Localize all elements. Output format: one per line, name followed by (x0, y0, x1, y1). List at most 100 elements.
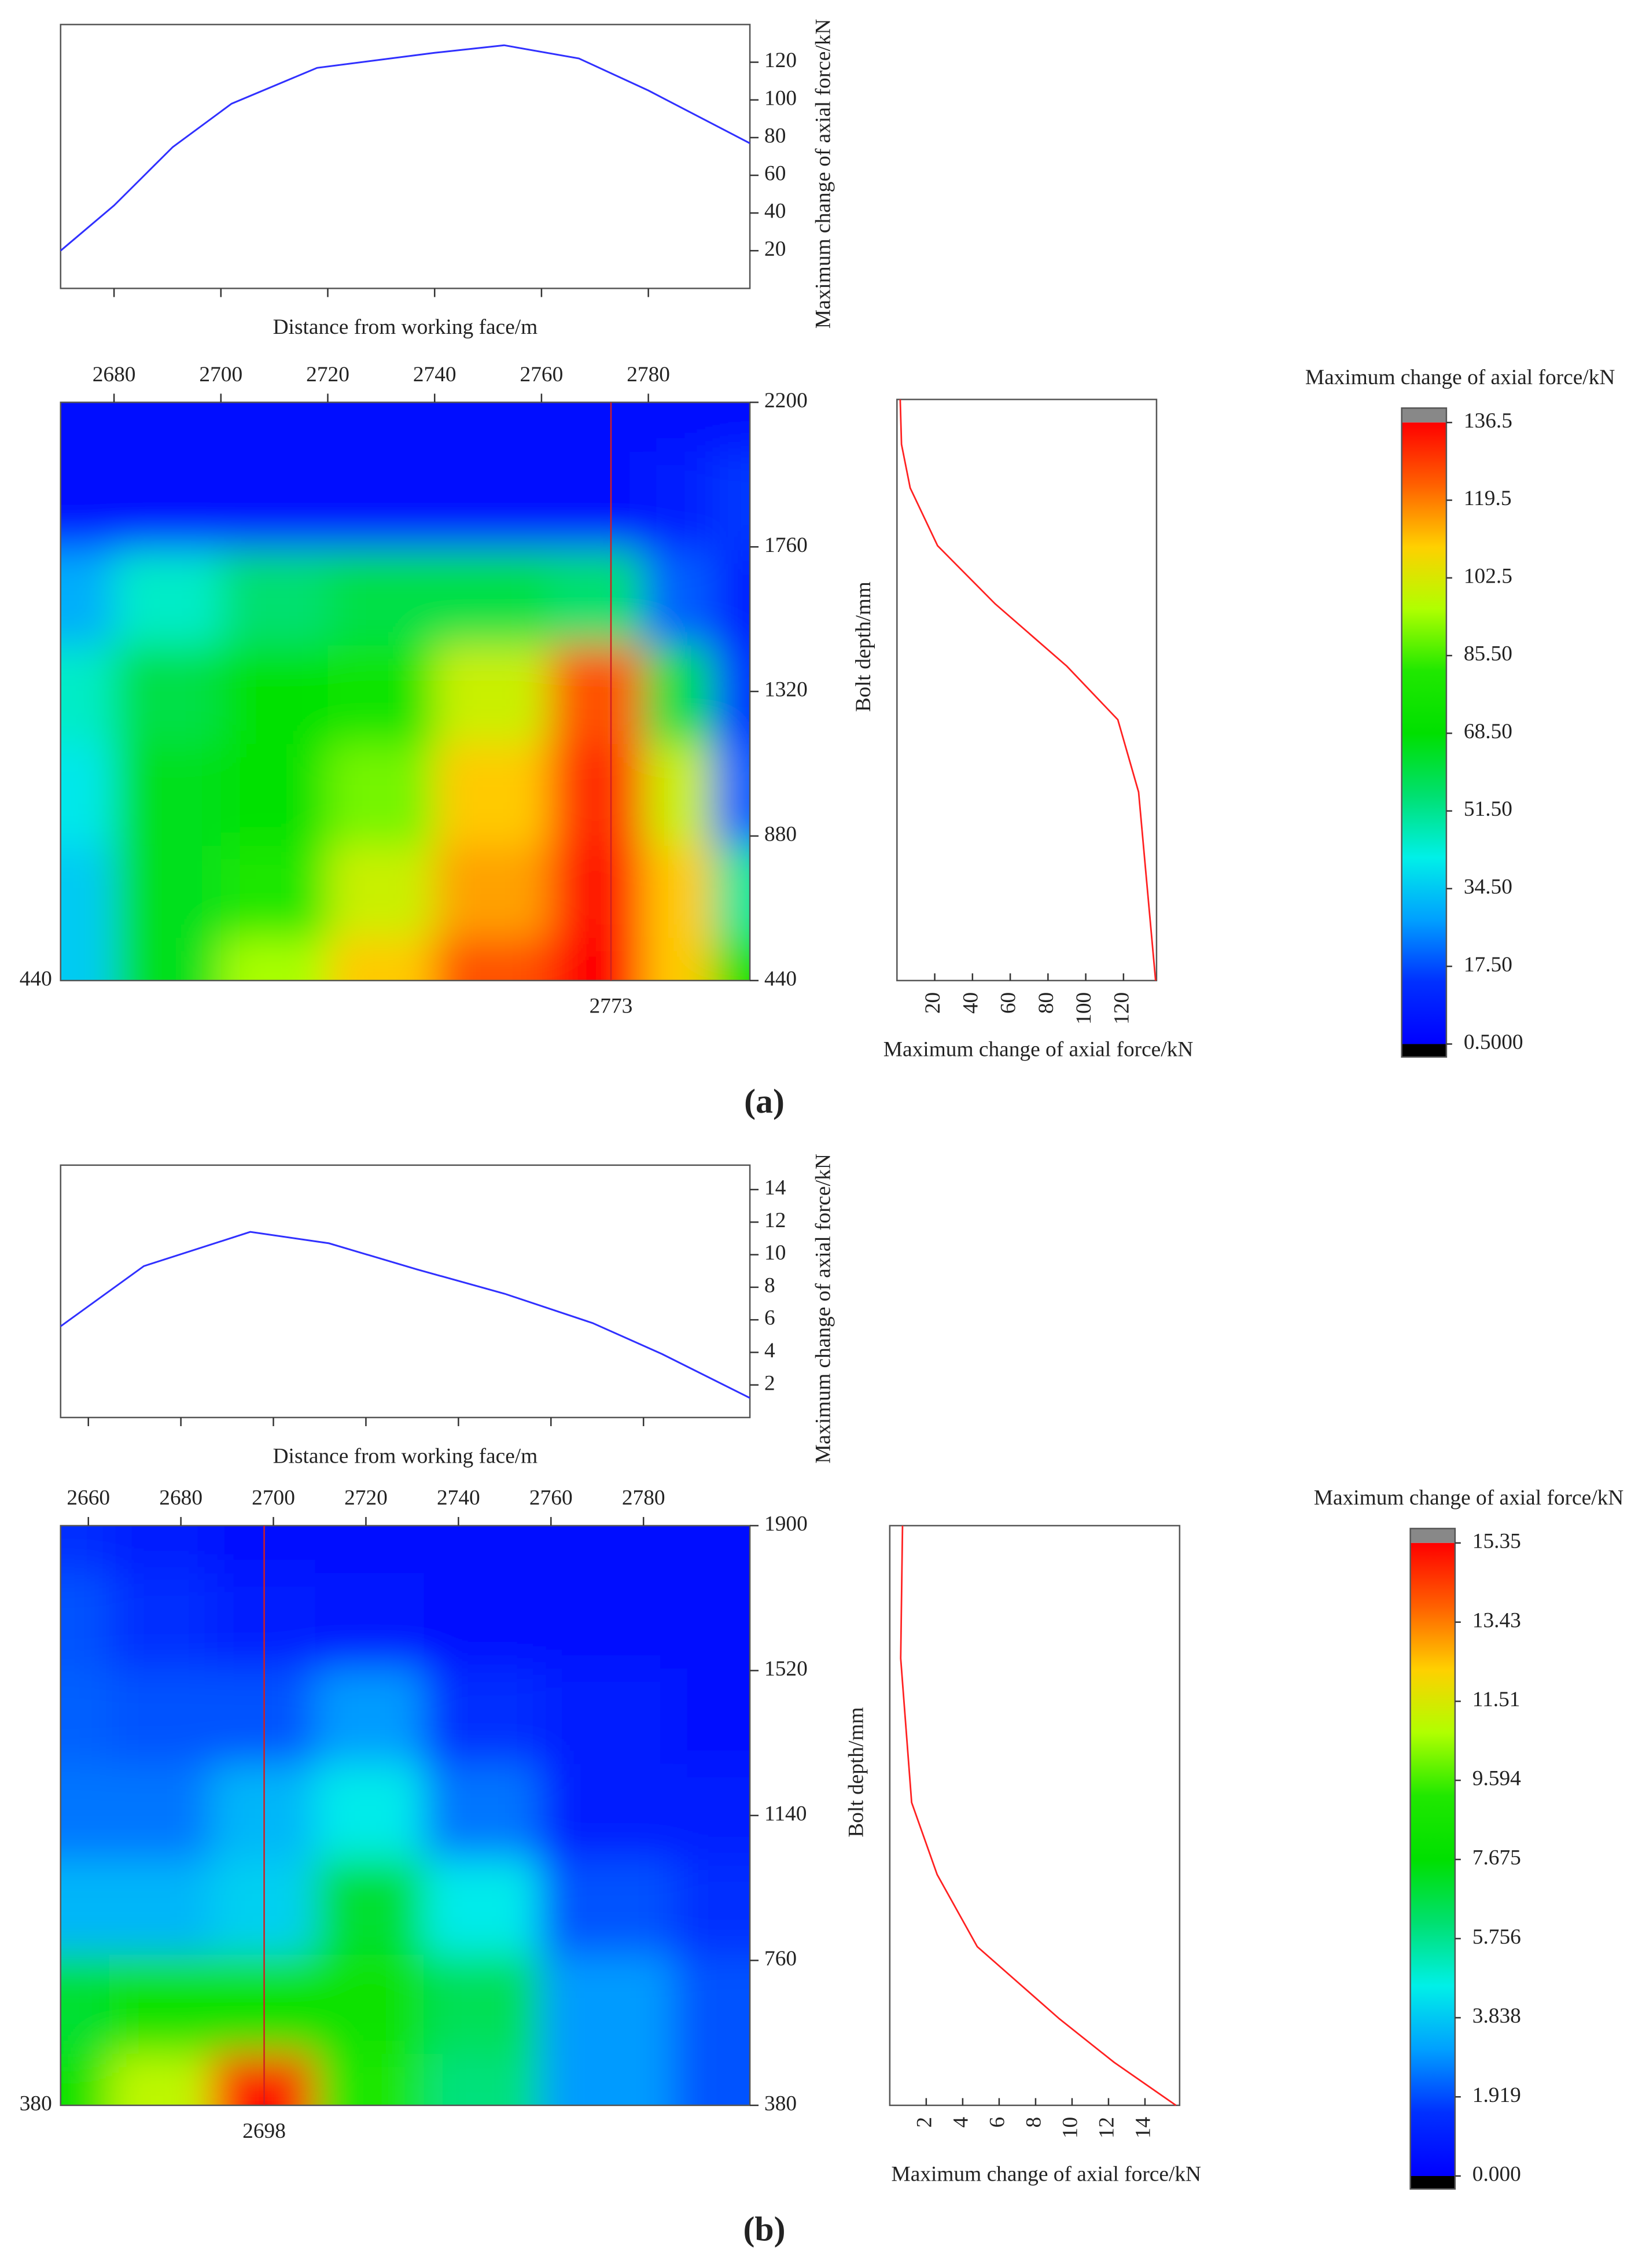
panel-label: (b) (743, 2210, 785, 2248)
contour-cell (435, 937, 551, 981)
y-tick-label: 760 (764, 1947, 797, 1971)
contour-area (60, 402, 750, 981)
contour-cell (315, 1669, 425, 1765)
colorbar-bottom-cap (1410, 2175, 1455, 2189)
y-tick-label: 100 (764, 86, 797, 110)
contour-cell (60, 645, 115, 745)
contour-cell (109, 1954, 212, 2055)
plot-frame (60, 1164, 751, 1419)
contour-cell (424, 1525, 540, 1574)
contour-cell (327, 845, 436, 939)
contour-cell (424, 2053, 540, 2105)
contour-cell (114, 550, 222, 646)
y-tick-label: 380 (764, 2092, 797, 2115)
contour-cell (424, 1763, 540, 1860)
contour-cell (673, 1525, 750, 1574)
y-axis-label: Bolt depth/mm (845, 1707, 868, 1837)
y-tick-label: 2200 (764, 389, 808, 413)
contour-cell (643, 645, 713, 745)
contour-cell (549, 402, 644, 452)
contour-cell (220, 937, 329, 981)
contour-cell (114, 845, 222, 939)
contour-cell (60, 550, 115, 646)
x-tick-label: 6 (985, 2117, 1009, 2128)
contour-cell (435, 550, 551, 646)
contour-cell (539, 1954, 675, 2055)
contour-cell (60, 1525, 110, 1574)
contour-cell (435, 845, 551, 939)
contour-cell (315, 1954, 425, 2055)
colorbar-title: Maximum change of axial force/kN (1314, 1486, 1624, 1510)
contour-cell (220, 645, 329, 745)
contour-cell (327, 451, 436, 551)
contour-cell (424, 1859, 540, 1956)
x-tick-label: 2740 (413, 363, 456, 386)
colorbar-tick-label: 9.594 (1472, 1767, 1521, 1791)
contour-cell (539, 2053, 675, 2105)
contour-cell (539, 1573, 675, 1670)
colorbar-top-cap (1410, 1528, 1455, 1543)
profile-line (900, 1525, 1177, 2106)
colorbar-tick-label: 11.51 (1472, 1688, 1520, 1711)
colorbar-tick-label: 7.675 (1472, 1846, 1521, 1869)
x-tick-label: 2720 (344, 1486, 388, 1510)
y-tick-label: 6 (764, 1306, 775, 1330)
contour-cell (220, 743, 329, 847)
contour-cell (327, 743, 436, 847)
contour-cell (549, 937, 644, 981)
contour-cell (109, 1763, 212, 1860)
contour-cell (712, 743, 750, 847)
plot-frame (889, 1525, 1181, 2107)
contour-area (60, 1525, 750, 2105)
x-tick-label: 100 (1072, 992, 1096, 1025)
contour-cell (424, 1954, 540, 2055)
marker-label: 2773 (590, 995, 633, 1018)
contour-cell (673, 1954, 750, 2055)
x-tick-label: 60 (997, 992, 1021, 1014)
y-axis-label: Maximum change of axial force/kN (811, 19, 835, 329)
panel-label: (a) (744, 1082, 785, 1120)
contour-cell (220, 845, 329, 939)
contour-cell (643, 550, 713, 646)
y-tick-label: 440 (764, 967, 797, 991)
x-tick-label: 12 (1095, 2117, 1119, 2138)
contour-cell (211, 1859, 316, 1956)
contour-cell (315, 1525, 425, 1574)
contour-cell (109, 1859, 212, 1956)
y-tick-label: 40 (764, 200, 786, 223)
contour-cell (673, 1669, 750, 1765)
contour-cell (60, 1859, 110, 1956)
y-tick-label: 2 (764, 1371, 775, 1395)
contour-cell (712, 402, 750, 452)
contour-cell (673, 1859, 750, 1956)
contour-cell (60, 937, 115, 981)
x-tick-label: 2680 (93, 363, 136, 386)
colorbar-title: Maximum change of axial force/kN (1305, 366, 1615, 389)
plot-frame (896, 399, 1158, 982)
y-tick-label: 1140 (764, 1802, 807, 1825)
colorbar-tick-label: 13.43 (1472, 1608, 1521, 1632)
x-tick-label: 10 (1059, 2117, 1083, 2138)
contour-cell (424, 1573, 540, 1670)
y-tick-label: 120 (764, 49, 797, 72)
contour-cell (114, 743, 222, 847)
contour-cell (435, 402, 551, 452)
y-tick-label: 10 (764, 1241, 786, 1265)
y-tick-label: 880 (764, 823, 797, 846)
contour-cell (220, 402, 329, 452)
contour-cell (114, 402, 222, 452)
x-axis-label: Distance from working face/m (273, 1444, 538, 1468)
contour-cell (643, 937, 713, 981)
colorbar-tick-label: 0.5000 (1464, 1030, 1523, 1054)
contour-cell (220, 550, 329, 646)
contour-cell (315, 1573, 425, 1670)
contour-cell (114, 645, 222, 745)
x-tick-label: 2780 (622, 1486, 665, 1510)
x-tick-label: 2720 (306, 363, 349, 386)
x-tick-label: 2760 (529, 1486, 573, 1510)
contour-cell (220, 451, 329, 551)
data-line (60, 1231, 750, 1399)
contour-cell (211, 1763, 316, 1860)
contour-cell (60, 2053, 110, 2105)
contour-cell (435, 743, 551, 847)
